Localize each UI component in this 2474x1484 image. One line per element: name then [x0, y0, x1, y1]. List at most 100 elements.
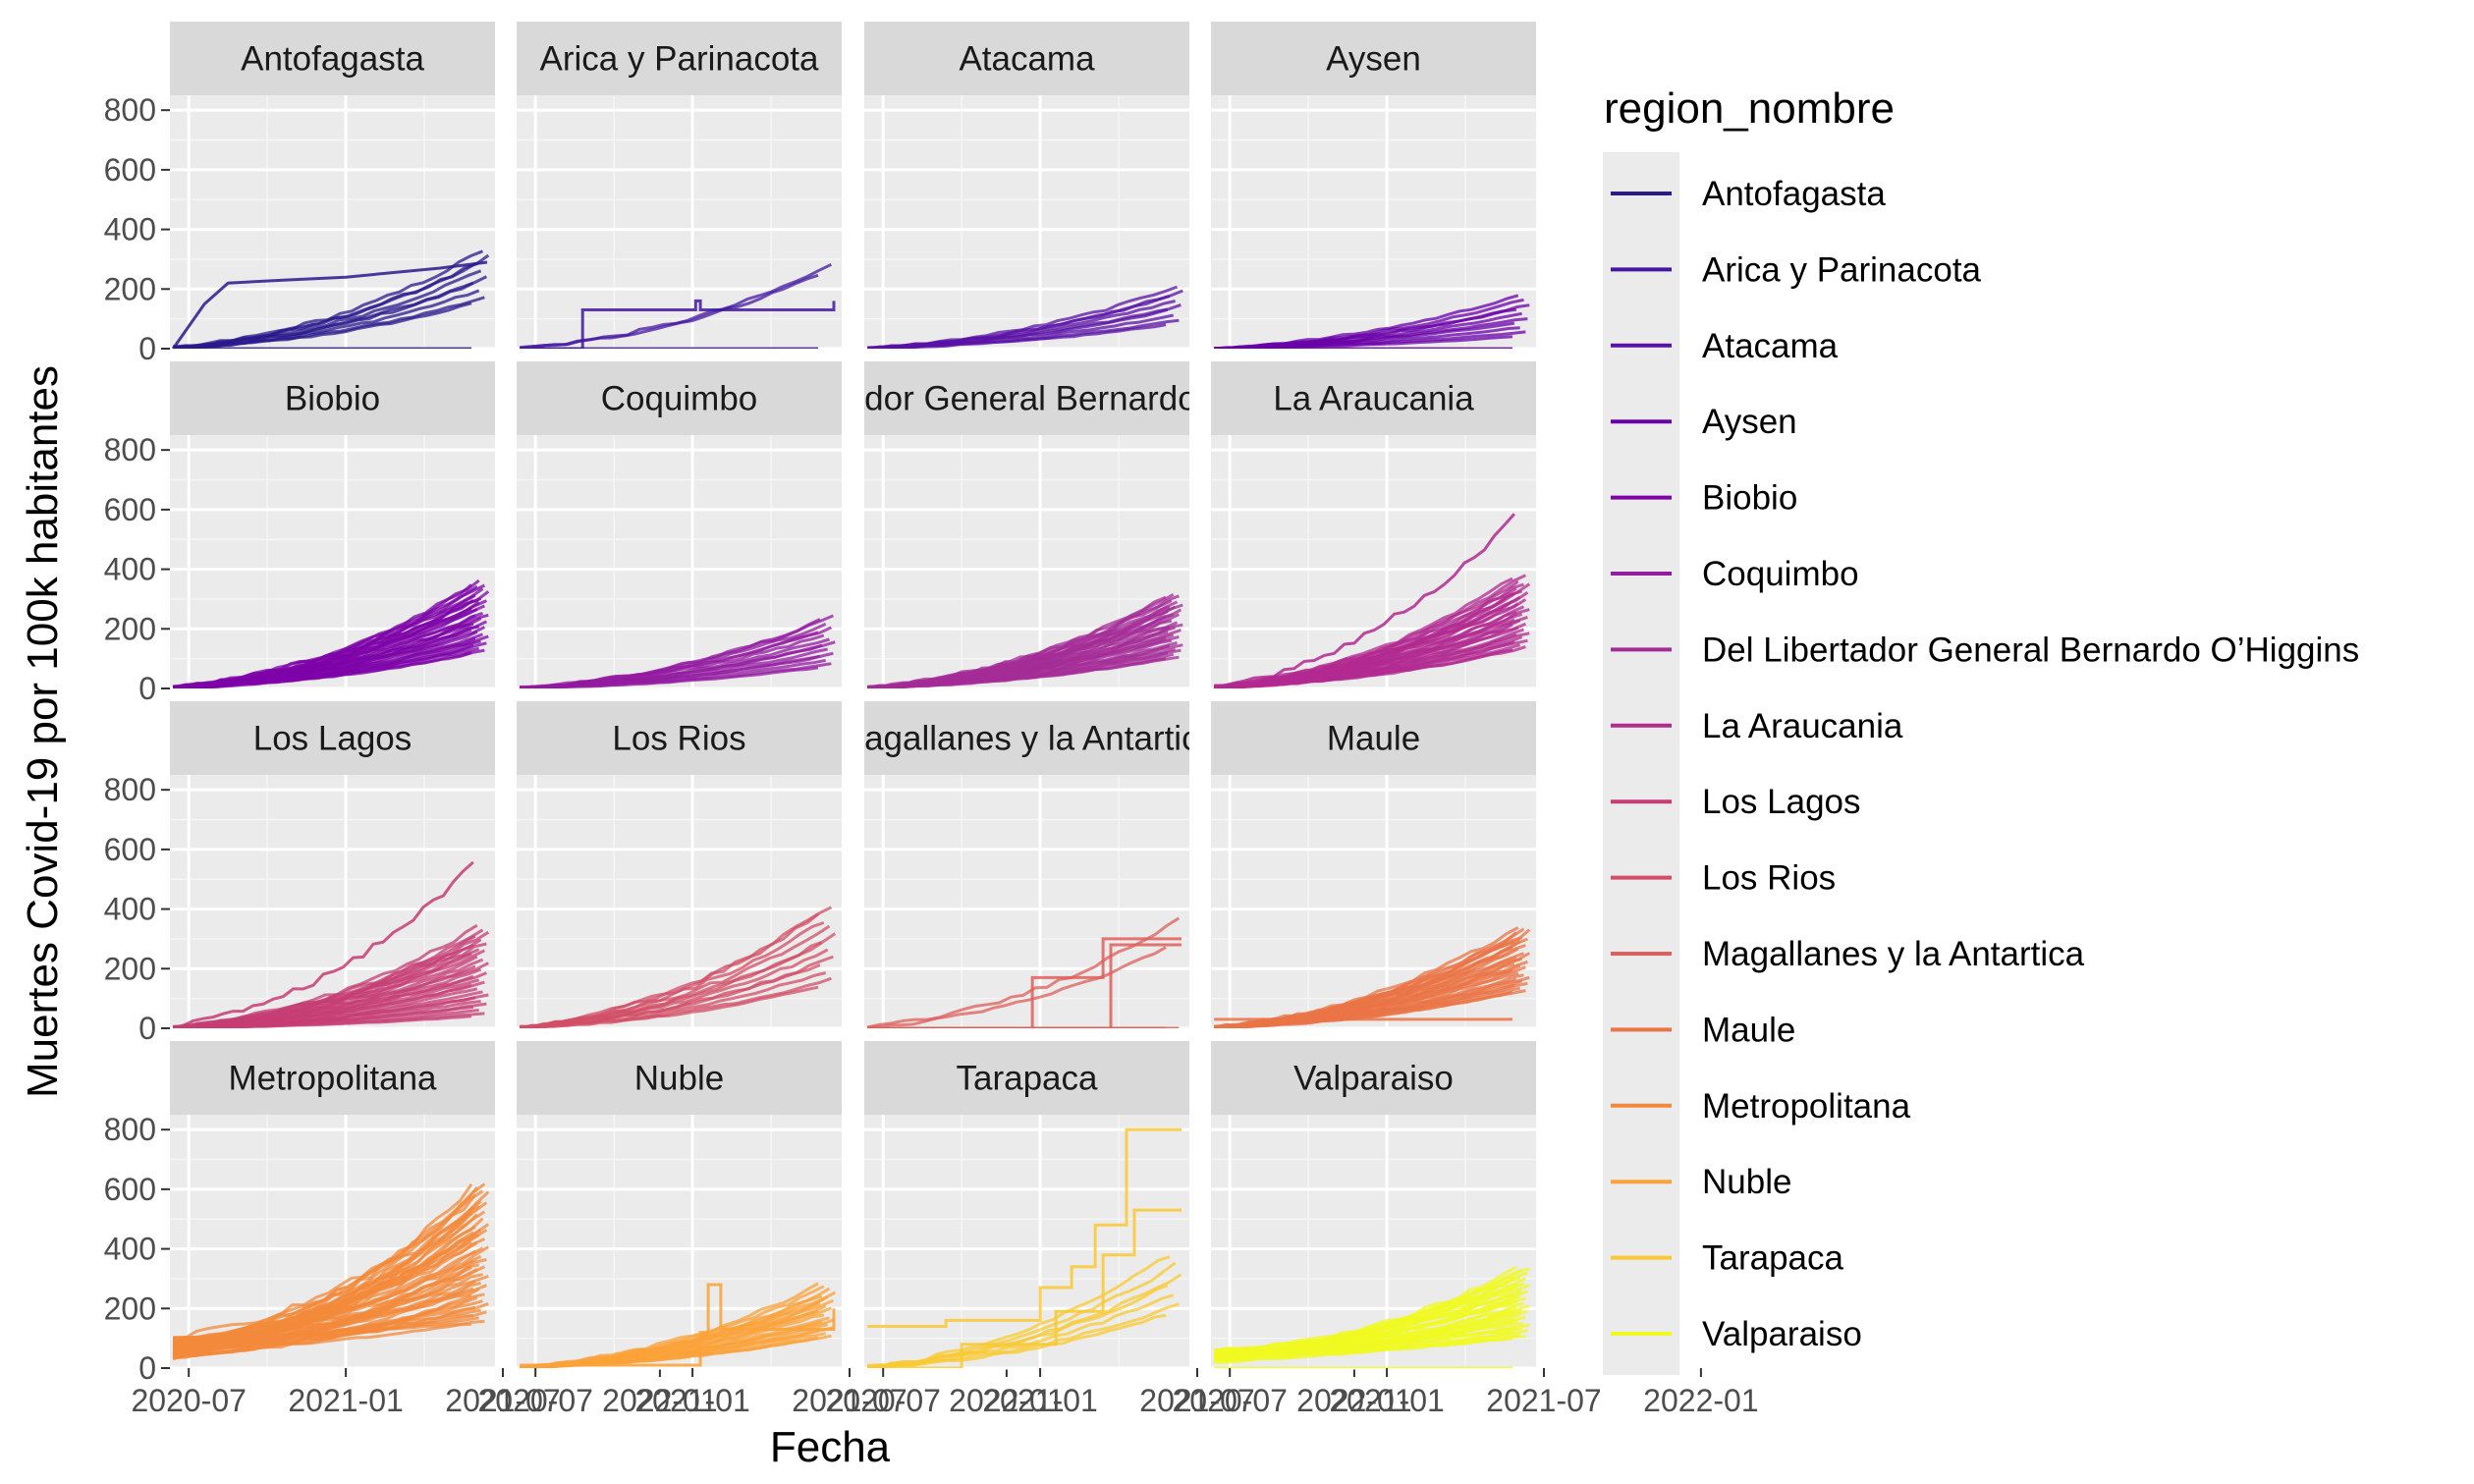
x-tick-label: 2021-07 — [1139, 1383, 1254, 1418]
x-tick-label: 2021-01 — [634, 1383, 749, 1418]
series-line — [867, 1293, 1175, 1368]
series-group — [519, 614, 836, 688]
facet-strip — [170, 361, 495, 435]
facet-panel: Del Libertador General Bernardo O’Higgin… — [864, 361, 1189, 690]
series-line — [520, 948, 829, 1028]
x-tick-label: 2020-07 — [825, 1383, 940, 1418]
facet-strip-label: Atacama — [959, 40, 1095, 79]
series-line — [1214, 1271, 1528, 1362]
series-group — [519, 1282, 837, 1368]
y-tick-label: 200 — [104, 611, 156, 646]
y-tick-label: 0 — [138, 1011, 156, 1046]
facet-strip — [864, 701, 1189, 775]
y-tick-label: 600 — [104, 492, 156, 527]
legend-label: Los Lagos — [1702, 783, 1861, 821]
series-line — [520, 1283, 836, 1367]
facet-strip — [1211, 361, 1536, 435]
facet-strip-label: Biobio — [285, 380, 380, 418]
panel-background — [864, 775, 1189, 1028]
facet-strip — [864, 361, 1189, 435]
x-tick-label: 2021-07 — [792, 1383, 907, 1418]
y-tick-label: 200 — [104, 1291, 156, 1326]
facet-strip-label: Los Lagos — [253, 720, 412, 758]
x-tick-label: 2021-01 — [1329, 1383, 1444, 1418]
legend-label: Metropolitana — [1702, 1087, 1911, 1126]
y-tick-label: 600 — [104, 832, 156, 867]
series-line — [866, 916, 1181, 1028]
facet-strip — [170, 701, 495, 775]
legend-title: region_nombre — [1604, 84, 1895, 133]
facet-strip-label: Coquimbo — [601, 380, 758, 418]
series-line — [1214, 294, 1519, 349]
legend-label: Valparaiso — [1702, 1315, 1862, 1353]
series-group — [519, 906, 837, 1028]
y-tick-label: 400 — [104, 892, 156, 927]
series-line — [520, 299, 836, 349]
series-line — [172, 860, 474, 1028]
y-tick-label: 200 — [104, 271, 156, 306]
series-line — [867, 1127, 1182, 1328]
facet-strip — [1211, 22, 1536, 95]
series-line — [1214, 577, 1513, 688]
facet-panel: Antofagasta 0 200 400 600 800 — [104, 22, 495, 366]
y-tick-label: 400 — [104, 212, 156, 247]
x-tick-label: 2021-01 — [288, 1383, 403, 1418]
facet-panel: Los Lagos 0 200 400 600 800 — [104, 701, 495, 1046]
series-line — [173, 578, 480, 688]
facet-strip-label: Nuble — [634, 1060, 724, 1098]
panel-background — [517, 435, 842, 688]
series-group — [866, 592, 1183, 688]
legend-label: La Araucania — [1702, 707, 1903, 745]
x-tick-label: 2021-01 — [982, 1383, 1097, 1418]
series-line — [867, 946, 1167, 1028]
series-group — [1213, 926, 1531, 1028]
x-tick-label: 2021-07 — [445, 1383, 560, 1418]
facet-strip-label: Antofagasta — [241, 40, 424, 79]
x-tick-label: 2022-01 — [602, 1383, 717, 1418]
series-line — [519, 262, 833, 349]
facet-panel: Atacama — [864, 22, 1189, 351]
series-group — [866, 916, 1182, 1028]
facet-panel: Biobio 0 200 400 600 800 — [104, 361, 495, 706]
x-tick-label: 2022-01 — [1296, 1383, 1411, 1418]
series-line — [519, 906, 833, 1028]
y-tick-label: 600 — [104, 1172, 156, 1207]
series-line — [867, 285, 1179, 349]
legend-label: Del Libertador General Bernardo O’Higgin… — [1702, 631, 2359, 669]
series-line — [867, 943, 1182, 1028]
legend-key-background — [1603, 152, 1679, 1375]
legend-label: Maule — [1702, 1011, 1795, 1049]
series-line — [1214, 513, 1516, 687]
facet-panel: La Araucania — [1211, 361, 1536, 690]
y-tick-label: 600 — [104, 152, 156, 188]
x-axis-title: Fecha — [770, 1423, 891, 1471]
series-line — [1214, 1284, 1530, 1359]
series-line — [867, 592, 1175, 688]
facet-panel: Arica y Parinacota — [517, 22, 842, 351]
y-axis-title: Muertes Covid-19 por 100k habitantes — [19, 365, 67, 1098]
series-group — [172, 860, 490, 1028]
series-line — [173, 923, 478, 1028]
x-tick-label: 2022-01 — [1643, 1383, 1758, 1418]
series-line — [173, 249, 484, 349]
x-tick-label: 2020-07 — [131, 1383, 246, 1418]
y-tick-label: 400 — [104, 552, 156, 587]
facet-panel: Maule — [1211, 701, 1536, 1030]
legend-label: Tarapaca — [1702, 1239, 1844, 1278]
series-group — [172, 578, 490, 688]
facet-strip — [864, 1041, 1189, 1115]
facet-panel: Aysen — [1211, 22, 1536, 351]
panel-background — [517, 775, 842, 1028]
facet-strip-label: Metropolitana — [228, 1060, 437, 1098]
facet-panel: Nuble 2020-07 2021-01 2021-07 2022-01 — [477, 1041, 1065, 1418]
y-tick-label: 0 — [138, 671, 156, 706]
facet-strip — [517, 1041, 842, 1115]
facet-panels: Antofagasta 0 200 400 600 800 Arica y Parinaco… — [104, 22, 1759, 1418]
facet-strip-label: La Araucania — [1273, 380, 1474, 418]
y-tick-label: 800 — [104, 92, 156, 128]
series-group — [866, 1127, 1182, 1368]
series-group — [866, 285, 1183, 349]
series-line — [173, 1254, 482, 1359]
legend-label: Coquimbo — [1702, 555, 1859, 593]
panel-background — [170, 95, 495, 349]
